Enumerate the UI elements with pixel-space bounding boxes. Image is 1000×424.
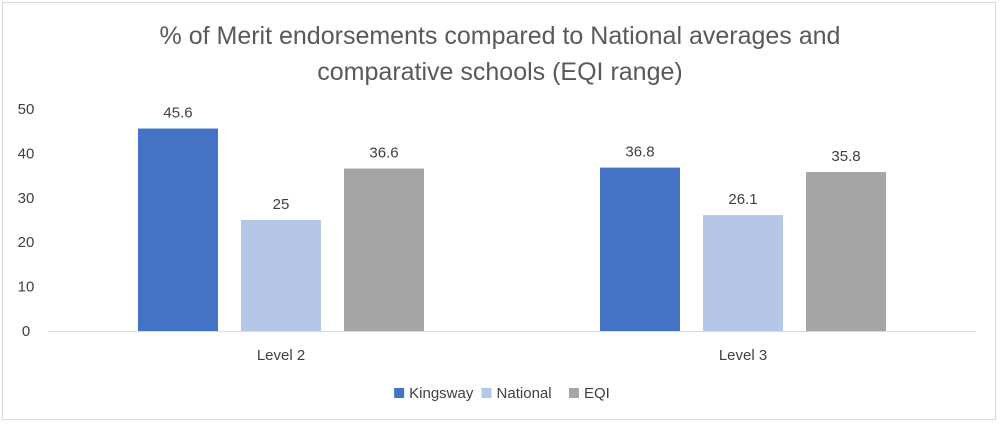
legend-label: Kingsway [409,385,474,402]
data-label: 45.6 [163,105,192,122]
x-axis-labels: Level 2 Level 3 [257,347,767,364]
legend-label: EQI [584,385,610,402]
y-tick-label: 10 [18,279,35,296]
bar [600,167,680,331]
bar [344,168,424,331]
legend-swatch [568,388,579,398]
y-axis-ticks: 0 10 20 30 40 50 [18,101,35,340]
data-label: 36.8 [625,144,654,161]
bar [806,172,886,331]
y-tick-label: 20 [18,234,35,251]
x-tick-label: Level 3 [719,347,767,364]
bar [703,215,783,331]
y-tick-label: 50 [18,101,35,118]
x-tick-label: Level 2 [257,347,305,364]
data-label: 35.8 [831,148,860,165]
bar [241,220,321,331]
chart-title: % of Merit endorsements compared to Nati… [100,18,900,90]
y-tick-label: 0 [22,323,30,340]
legend-item: EQI [568,385,610,402]
legend-label: National [497,385,552,402]
bar [138,128,218,331]
legend-swatch [394,388,405,398]
data-label: 26.1 [728,191,757,208]
y-tick-label: 30 [18,190,35,207]
legend-item: Kingsway [394,385,474,402]
data-labels: 45.6 25 36.6 36.8 26.1 35.8 [163,105,860,213]
legend-swatch [481,388,492,398]
y-tick-label: 40 [18,145,35,162]
data-label: 25 [273,196,290,213]
legend-item: National [481,385,552,402]
data-label: 36.6 [369,144,398,161]
legend: Kingsway National EQI [394,385,610,402]
chart-title-line-2: comparative schools (EQI range) [317,58,683,86]
bars [138,128,886,331]
chart-title-line-1: % of Merit endorsements compared to Nati… [159,22,841,50]
